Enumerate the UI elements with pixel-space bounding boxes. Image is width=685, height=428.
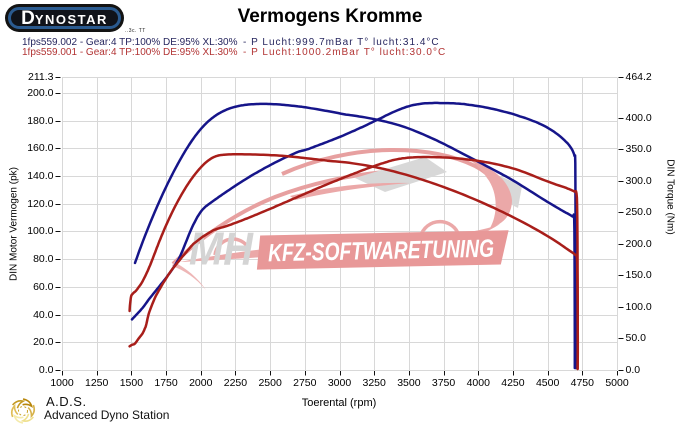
tick-label-x-2500: 2500 [258, 377, 282, 389]
tick-label-right-400.0: 400.0 [625, 111, 652, 124]
watermark-mh-text: MH [189, 223, 254, 275]
legend-row-run-002: 1fps559.002 - Gear:4 TP:100% DE:95% XL:3… [0, 37, 685, 48]
curve-1fps559.002-pk [130, 101, 578, 370]
tick-label-left-140.0: 140.0 [27, 170, 54, 183]
tick-label-right-300.0: 300.0 [625, 174, 652, 187]
dynostar-logo-rest: YNOSTAR [34, 11, 108, 27]
tick-label-x-4250: 4250 [501, 377, 525, 389]
page-title: Vermogens Kromme [237, 6, 423, 27]
tick-label-right-150.0: 150.0 [625, 269, 652, 282]
curve-1fps559.001-nm [128, 153, 580, 371]
tick-label-left-160.0: 160.0 [27, 142, 54, 155]
ads-swirl-blades [11, 398, 35, 424]
tick-label-left-20.0: 20.0 [33, 336, 54, 349]
tick-label-x-1750: 1750 [154, 377, 178, 389]
tick-label-x-3750: 3750 [431, 377, 456, 389]
tick-label-left-180.0: 180.0 [27, 114, 54, 127]
tick-label-x-3250: 3250 [362, 377, 386, 389]
legend-run-001-settings: 1fps559.001 - Gear:4 TP:100% DE:95% XL:3… [22, 47, 238, 58]
curve-1fps559.002-nm [133, 102, 577, 370]
ads-swirl-blade [27, 404, 35, 419]
tick-label-x-2750: 2750 [293, 377, 317, 389]
dynostar-logo-text: DYNOSTAR [21, 9, 108, 28]
ads-swirl-blade [13, 413, 24, 424]
ads-swirl-icon [11, 398, 35, 424]
legend-run-001-ambient: - P Lucht:1000.2mBar T° lucht:30.0°C [243, 47, 447, 58]
tick-label-right-100.0: 100.0 [625, 300, 652, 313]
tick-label-left-120.0: 120.0 [27, 197, 54, 210]
tick-label-x-1500: 1500 [119, 377, 144, 389]
tick-label-x-2250: 2250 [223, 377, 248, 389]
ads-swirl-blade [11, 403, 19, 418]
tick-label-x-1250: 1250 [85, 377, 109, 389]
legend-run-002-ambient: - P Lucht:999.7mBar T° lucht:31.4°C [243, 37, 440, 48]
tick-label-x-4000: 4000 [466, 377, 490, 389]
tick-label-x-1000: 1000 [50, 377, 74, 389]
legend-row-run-001: 1fps559.001 - Gear:4 TP:100% DE:95% XL:3… [0, 47, 685, 58]
tick-label-x-4500: 4500 [535, 377, 560, 389]
ads-swirl-center [18, 406, 28, 416]
tick-label-right-464.2: 464.2 [625, 71, 652, 84]
tick-label-x-4750: 4750 [570, 377, 594, 389]
dynostar-logo: DYNOSTAR [5, 4, 124, 32]
tick-label-x-5000: 5000 [605, 377, 629, 389]
tick-label-right-50.0: 50.0 [625, 332, 646, 345]
ads-swirl-blade [22, 398, 33, 409]
plot-ticks [55, 76, 624, 376]
watermark-car-window-swoosh [290, 182, 410, 200]
dynostar-logo-initial: D [21, 7, 35, 29]
ads-swirl-blade [20, 413, 35, 422]
watermark-band-shape [256, 230, 509, 270]
tick-label-left-100.0: 100.0 [27, 225, 54, 238]
curve-1fps559.001-pk [128, 155, 579, 371]
watermark-band-text: KFZ-SOFTWARETUNING [268, 235, 495, 268]
logo-subtext: ..3c. TT [125, 28, 146, 34]
watermark-car-rear-wing [470, 160, 512, 228]
tick-label-right-250.0: 250.0 [625, 206, 652, 219]
watermark-car-front-wheel-arch [213, 237, 251, 256]
tick-marks [55, 76, 624, 376]
tick-label-left-60.0: 60.0 [33, 280, 54, 293]
ads-swirl-blade [11, 400, 26, 409]
ads-footer: A.D.S. Advanced Dyno Station [6, 394, 266, 428]
legend-run-002-settings: 1fps559.002 - Gear:4 TP:100% DE:95% XL:3… [22, 37, 238, 48]
tick-label-x-2000: 2000 [189, 377, 213, 389]
tick-label-right-350.0: 350.0 [625, 143, 652, 156]
tick-label-right-200.0: 200.0 [625, 237, 652, 250]
watermark-car-front-swoosh [172, 262, 206, 290]
tick-label-left-211.3: 211.3 [28, 71, 54, 84]
tick-label-x-3000: 3000 [327, 377, 352, 389]
x-axis-title: Toerental (rpm) [301, 397, 377, 409]
tick-label-left-40.0: 40.0 [33, 308, 54, 321]
watermark-car-hoodline [171, 170, 386, 266]
tick-label-left-200.0: 200.0 [27, 86, 54, 99]
dynostar-logo-ring: DYNOSTAR [8, 7, 121, 29]
plot-curves [128, 101, 580, 371]
tick-label-left-80.0: 80.0 [33, 253, 54, 266]
tick-label-left-0.0: 0.0 [38, 364, 54, 376]
ads-abbr: A.D.S. [46, 394, 87, 409]
tick-label-right-0.0: 0.0 [625, 364, 641, 376]
ads-name: Advanced Dyno Station [44, 408, 170, 422]
watermark: MH KFZ-SOFTWARETUNING [171, 147, 522, 290]
left-axis-title: DIN Motor Vermogen (pk) [8, 167, 20, 281]
tick-label-x-3500: 3500 [397, 377, 421, 389]
watermark-band: KFZ-SOFTWARETUNING [256, 230, 509, 270]
right-axis-title: DIN Torque (Nm) [664, 159, 676, 235]
